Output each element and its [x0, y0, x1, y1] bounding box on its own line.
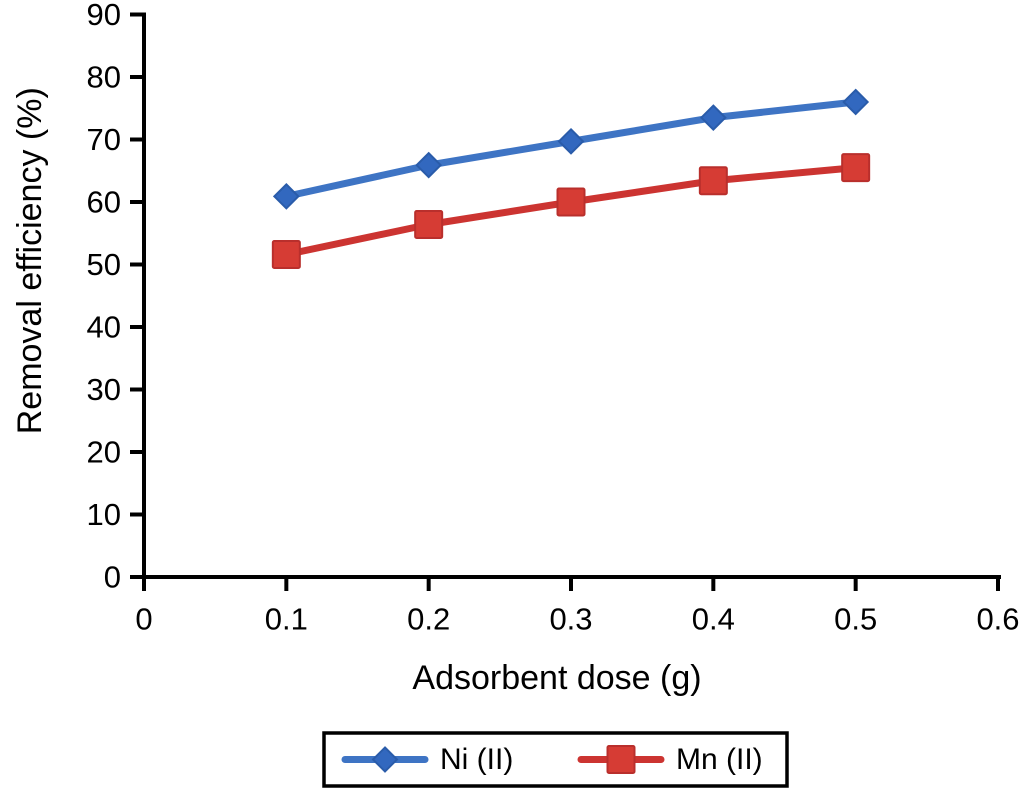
series-marker-square [606, 745, 636, 774]
y-tick-label: 70 [87, 122, 121, 157]
x-tick-label: 0.3 [549, 602, 592, 637]
series-marker-square [414, 210, 444, 239]
series-marker-diamond [272, 182, 300, 210]
series-marker-diamond [557, 127, 585, 155]
y-tick-label: 30 [87, 372, 121, 407]
x-tick-label: 0.2 [407, 602, 450, 637]
legend-label: Ni (II) [440, 743, 513, 776]
series-marker-square [271, 240, 301, 269]
legend-label: Mn (II) [676, 743, 763, 776]
x-axis-title: Adsorbent dose (g) [412, 659, 701, 697]
y-tick-label: 10 [87, 497, 121, 532]
x-tick-label: 0.4 [692, 602, 735, 637]
series-marker-square [698, 166, 728, 196]
x-tick-label: 0.5 [834, 602, 877, 637]
y-tick-label: 20 [87, 435, 121, 470]
y-tick-label: 0 [104, 560, 121, 595]
series-marker-square [556, 187, 586, 217]
y-tick-label: 90 [87, 0, 121, 32]
x-tick-label: 0 [135, 602, 152, 637]
y-axis-title: Removal efficiency (%) [11, 87, 49, 434]
series-marker-diamond [415, 151, 443, 179]
x-tick-label: 0.1 [265, 602, 308, 637]
y-tick-label: 50 [87, 247, 121, 282]
y-tick-label: 40 [87, 310, 121, 345]
series-marker-diamond [699, 104, 727, 132]
series-marker-diamond [842, 88, 870, 116]
series-marker-square [841, 153, 871, 183]
y-tick-label: 80 [87, 60, 121, 95]
series-marker-diamond [371, 746, 399, 773]
y-tick-label: 60 [87, 185, 121, 220]
x-tick-label: 0.6 [976, 602, 1019, 637]
